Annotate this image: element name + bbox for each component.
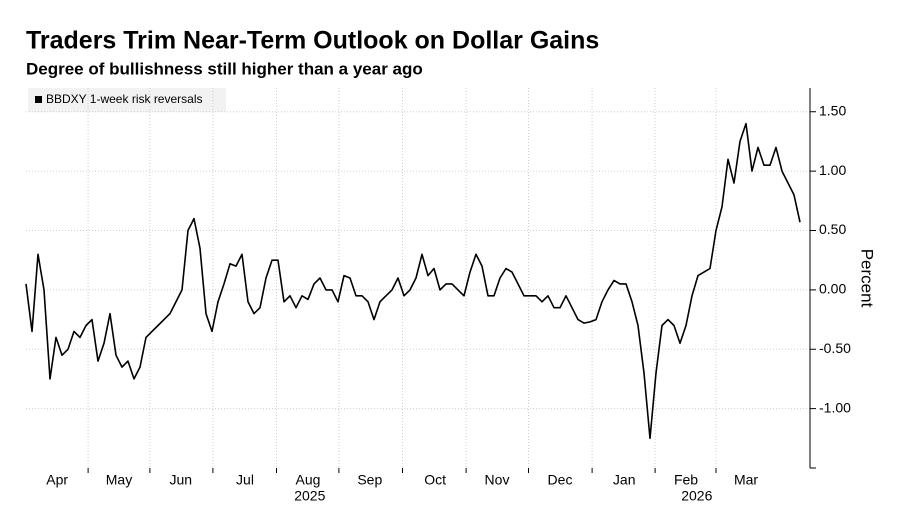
- x-tick-label: Mar: [734, 472, 758, 488]
- legend-swatch: [35, 96, 42, 103]
- x-year-label: 2026: [681, 488, 712, 504]
- x-tick-label: Jun: [170, 472, 193, 488]
- chart-subtitle: Degree of bullishness still higher than …: [26, 59, 423, 78]
- x-tick-label: Aug: [296, 472, 321, 488]
- x-tick-label: Jan: [613, 472, 636, 488]
- x-tick-label: Feb: [674, 472, 698, 488]
- x-tick-label: Apr: [46, 472, 68, 488]
- y-tick-label: -1.00: [819, 399, 851, 415]
- y-tick-label: -0.50: [819, 340, 851, 356]
- y-tick-label: 0.00: [819, 281, 846, 297]
- y-tick-label: 1.50: [819, 102, 846, 118]
- x-tick-label: Oct: [424, 472, 446, 488]
- x-tick-label: Dec: [548, 472, 573, 488]
- x-tick-label: May: [106, 472, 132, 488]
- y-tick-label: 0.50: [819, 221, 846, 237]
- chart-title: Traders Trim Near-Term Outlook on Dollar…: [26, 27, 599, 55]
- x-year-label: 2025: [294, 488, 325, 504]
- legend-box: [28, 88, 226, 112]
- x-tick-label: Sep: [357, 472, 382, 488]
- y-tick-label: 1.00: [819, 162, 846, 178]
- x-tick-label: Jul: [236, 472, 254, 488]
- x-tick-label: Nov: [485, 472, 510, 488]
- legend-label: BBDXY 1-week risk reversals: [46, 92, 203, 106]
- data-line: [25, 122, 801, 440]
- y-axis-label: Percent: [858, 249, 877, 308]
